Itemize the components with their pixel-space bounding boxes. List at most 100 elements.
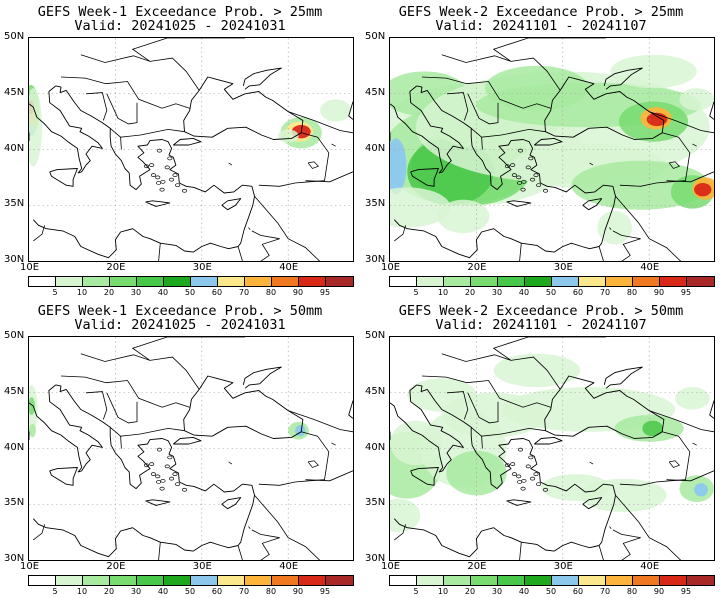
colorbar-swatch — [164, 277, 191, 286]
colorbar-label: 95 — [680, 587, 692, 596]
graticule — [29, 337, 353, 560]
coastlines — [390, 366, 714, 560]
probability-contour — [694, 483, 708, 497]
longitude-label: 10E — [381, 561, 401, 572]
colorbar-label: 10 — [437, 587, 449, 596]
longitude-label: 40E — [640, 262, 660, 273]
probability-contour — [580, 478, 667, 513]
colorbar-label: 10 — [437, 288, 449, 297]
latitude-label: 50N — [4, 330, 25, 341]
colorbar-swatch — [191, 576, 218, 585]
latitude-label: 35N — [4, 497, 25, 509]
colorbar-label: 70 — [599, 288, 611, 297]
longitude-label: 10E — [381, 262, 401, 273]
colorbar-label: 40 — [518, 587, 530, 596]
colorbar-swatch — [660, 277, 687, 286]
country-borders — [394, 337, 714, 560]
colorbar-label: 90 — [653, 587, 665, 596]
probability-field — [29, 384, 309, 440]
colorbar-label: 90 — [653, 288, 665, 297]
latitude-label: 40N — [4, 441, 25, 453]
colorbar-label: 95 — [680, 288, 692, 297]
latitude-label: 30N — [4, 553, 25, 564]
colorbar-swatch — [272, 576, 299, 585]
longitude-label: 10E — [20, 262, 40, 273]
colorbar-swatch — [525, 277, 552, 286]
country-borders — [33, 38, 353, 261]
colorbar-label: 80 — [265, 288, 277, 297]
colorbar-swatch — [606, 576, 633, 585]
colorbar-label: 5 — [52, 587, 58, 596]
probability-field — [29, 84, 352, 167]
panel-valid-dates: Valid: 20241101 - 20241107 — [435, 18, 647, 34]
colorbar-swatch — [245, 576, 272, 585]
colorbar — [28, 276, 354, 287]
colorbar-swatch — [552, 277, 579, 286]
colorbar-swatch — [218, 576, 245, 585]
panel-week1-50mm: GEFS Week-1 Exceedance Prob. > 50mm Vali… — [0, 299, 361, 598]
colorbar-swatch — [29, 277, 56, 286]
latitude-label: 30N — [4, 254, 25, 265]
panel-title: GEFS Week-2 Exceedance Prob. > 25mm — [398, 4, 684, 20]
panel-title: GEFS Week-1 Exceedance Prob. > 25mm — [37, 4, 323, 20]
longitude-label: 30E — [553, 561, 573, 572]
longitude-label: 40E — [279, 561, 299, 572]
colorbar-label: 30 — [130, 288, 142, 297]
colorbar-swatch — [390, 277, 417, 286]
map-canvas — [29, 38, 353, 261]
colorbar-label: 40 — [157, 288, 169, 297]
longitude-label: 30E — [192, 262, 212, 273]
colorbar-swatch — [471, 277, 498, 286]
probability-contour — [29, 397, 36, 416]
colorbar-label: 30 — [491, 587, 503, 596]
colorbar-label: 60 — [572, 288, 584, 297]
aegean-islands — [504, 148, 549, 193]
probability-contour — [29, 88, 42, 167]
probability-contour — [679, 88, 714, 111]
lakes — [228, 143, 336, 231]
probability-contour — [610, 54, 697, 89]
colorbar-swatch — [633, 277, 660, 286]
longitude-label: 20E — [467, 561, 487, 572]
colorbar-label: 10 — [76, 587, 88, 596]
probability-contour — [277, 129, 299, 143]
colorbar-label: 20 — [103, 288, 115, 297]
map-canvas — [29, 337, 353, 560]
colorbar-label: 80 — [626, 587, 638, 596]
colorbar-label: 10 — [76, 288, 88, 297]
colorbar-label: 5 — [413, 587, 419, 596]
latitude-label: 35N — [365, 198, 386, 210]
colorbar-swatch — [687, 277, 714, 286]
latitude-label: 40N — [365, 142, 386, 154]
colorbar-swatch — [272, 277, 299, 286]
latitude-label: 35N — [365, 497, 386, 509]
lakes — [589, 143, 697, 231]
colorbar-label: 30 — [491, 288, 503, 297]
colorbar-label: 80 — [265, 587, 277, 596]
probability-field — [390, 353, 714, 533]
probability-field — [390, 54, 714, 245]
colorbar-swatch — [579, 277, 606, 286]
probability-contour — [390, 187, 451, 228]
colorbar-label: 70 — [599, 587, 611, 596]
colorbar-swatch — [552, 576, 579, 585]
colorbar — [28, 575, 354, 586]
colorbar-swatch — [218, 277, 245, 286]
latitude-label: 45N — [365, 385, 386, 397]
longitude-label: 40E — [640, 561, 660, 572]
colorbar-label: 60 — [572, 587, 584, 596]
colorbar-swatch — [110, 277, 137, 286]
colorbar-label: 95 — [319, 288, 331, 297]
longitude-label: 30E — [192, 561, 212, 572]
colorbar-swatch — [471, 576, 498, 585]
colorbar-label: 50 — [184, 587, 196, 596]
colorbar-label: 5 — [52, 288, 58, 297]
longitude-label: 20E — [106, 262, 126, 273]
panel-week2-50mm: GEFS Week-2 Exceedance Prob. > 50mm Vali… — [361, 299, 722, 598]
colorbar-label: 60 — [211, 288, 223, 297]
panel-week1-25mm: GEFS Week-1 Exceedance Prob. > 25mm Vali… — [0, 0, 361, 299]
probability-contour — [485, 65, 589, 111]
probability-contour — [320, 99, 352, 122]
map-canvas — [390, 38, 714, 261]
country-borders — [394, 38, 714, 261]
